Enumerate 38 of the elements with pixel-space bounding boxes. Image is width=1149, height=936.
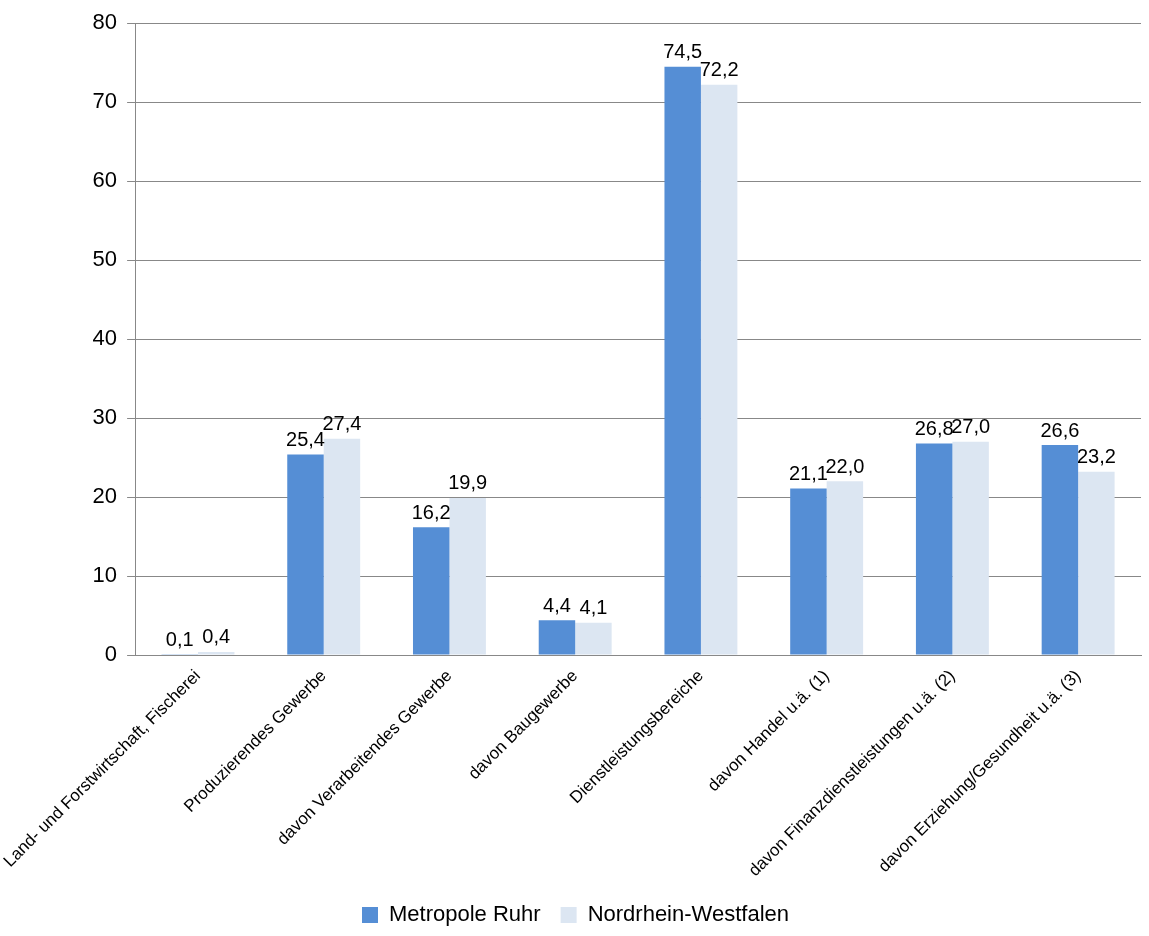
text: 22,0 bbox=[825, 454, 865, 477]
bar bbox=[826, 481, 864, 655]
y-tick-label: 30 bbox=[92, 404, 118, 430]
text: 0,1 bbox=[165, 627, 194, 650]
bar bbox=[197, 651, 235, 655]
bar bbox=[1041, 444, 1079, 655]
text: 4,1 bbox=[579, 596, 608, 619]
bar bbox=[449, 497, 486, 655]
y-tick-label: 70 bbox=[92, 88, 118, 114]
bar bbox=[664, 66, 701, 655]
text: 16,2 bbox=[411, 500, 451, 523]
text: 19,9 bbox=[448, 471, 488, 494]
text: 26,6 bbox=[1040, 418, 1080, 441]
bar bbox=[575, 622, 612, 655]
bar bbox=[952, 441, 989, 655]
y-tick-label: 20 bbox=[92, 483, 118, 509]
y-tick-label: 50 bbox=[92, 246, 118, 272]
y-tick-label: 10 bbox=[92, 562, 118, 588]
y-tick-label: 80 bbox=[92, 9, 118, 35]
y-tick-label: 60 bbox=[92, 167, 118, 193]
text: 4,4 bbox=[543, 593, 571, 616]
legend-label: Metropole Ruhr bbox=[389, 901, 541, 927]
text: 23,2 bbox=[1076, 445, 1116, 468]
bar bbox=[412, 527, 450, 655]
bar bbox=[1078, 471, 1115, 655]
bar bbox=[323, 438, 361, 655]
text: 0,4 bbox=[202, 625, 231, 648]
text: 26,8 bbox=[914, 416, 954, 439]
bar bbox=[287, 454, 324, 655]
text: 27,0 bbox=[951, 415, 991, 438]
bar bbox=[700, 84, 738, 655]
y-tick-label: 40 bbox=[92, 325, 118, 351]
y-tick-label: 0 bbox=[104, 641, 118, 667]
text: 27,4 bbox=[322, 412, 362, 435]
bar bbox=[915, 443, 953, 655]
legend-label: Nordrhein-Westfalen bbox=[587, 901, 789, 927]
bar bbox=[790, 488, 827, 655]
bar bbox=[538, 620, 576, 655]
